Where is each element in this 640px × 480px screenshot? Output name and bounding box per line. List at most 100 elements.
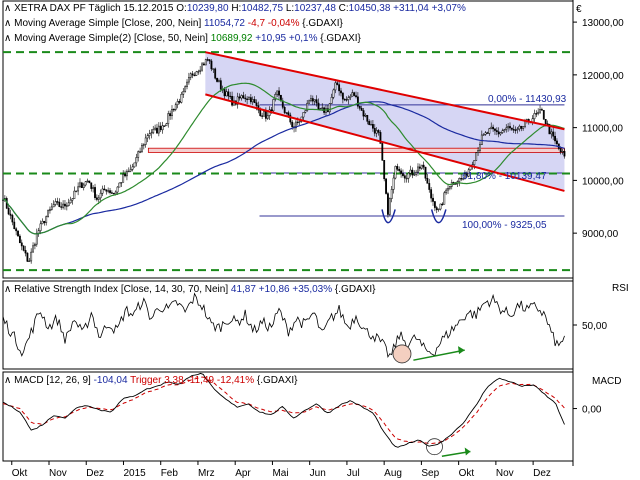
candle-body [167, 113, 170, 125]
candle-body [417, 166, 419, 173]
candle-body [439, 203, 442, 210]
x-month-label: Mai [272, 468, 288, 479]
candle-body [392, 177, 395, 190]
candle-body [246, 98, 249, 100]
candle-body [490, 126, 493, 129]
candle-body [62, 203, 65, 208]
candle-body [37, 230, 40, 234]
candle-body [385, 178, 387, 194]
candle-body [240, 95, 243, 99]
candle-body [302, 112, 305, 118]
rsi-arrow-head [458, 346, 465, 355]
candle-body [163, 125, 166, 127]
candle-body [148, 133, 151, 136]
macd-trigger-line [2, 376, 565, 445]
candle-body [26, 252, 29, 262]
candle-body [176, 101, 179, 105]
candle-body [387, 193, 389, 215]
candle-body [95, 197, 98, 200]
y-tick-label: 10000,00 [582, 176, 624, 187]
candle-body [32, 245, 34, 253]
close-value: 10450,38 [348, 3, 391, 14]
candle-body [510, 127, 513, 130]
candle-body [109, 190, 111, 193]
candle-body [165, 123, 168, 127]
candle-body [263, 111, 265, 117]
candle-body [75, 190, 78, 193]
trend-channel [205, 52, 565, 191]
candle-body [503, 129, 506, 131]
candle-body [137, 151, 140, 158]
candle-body [505, 127, 508, 130]
candle-body [321, 107, 324, 109]
candle-body [375, 130, 378, 134]
candle-body [315, 99, 318, 104]
rsi-line [2, 292, 565, 359]
candle-body [58, 201, 61, 207]
candle-body [126, 170, 128, 177]
candle-body [88, 180, 91, 184]
candle-body [144, 137, 147, 145]
candle-body [433, 201, 436, 208]
candle-body [550, 131, 553, 135]
candle-body [157, 125, 160, 134]
high-value: 10482,75 [241, 3, 284, 14]
candle-body [499, 132, 502, 135]
candle-body [112, 192, 115, 195]
candle-body [152, 128, 155, 134]
open-value: 10239,80 [186, 3, 229, 14]
candle-body [79, 182, 81, 188]
candle-body [394, 166, 397, 179]
bottom-arc-1 [381, 209, 396, 224]
fib-label-2: 100,00% - 9325,05 [462, 220, 547, 231]
y-tick-label: 9000,00 [582, 229, 619, 240]
candle-body [199, 69, 202, 72]
candle-body [430, 189, 433, 199]
candle-body [122, 174, 125, 183]
candle-body [465, 173, 468, 177]
candle-body [341, 92, 344, 100]
x-month-label: Apr [235, 468, 251, 479]
rsi-circle-marker [392, 344, 412, 364]
resistance-band [147, 147, 565, 153]
candle-body [486, 132, 489, 134]
candle-body [2, 199, 4, 201]
candle-body [45, 216, 48, 224]
candle-body [276, 90, 279, 95]
candle-body [426, 178, 429, 184]
candle-body [541, 109, 543, 111]
candle-body [479, 144, 481, 151]
candle-body [383, 160, 386, 180]
macd-circle-marker [426, 438, 443, 456]
candle-body [82, 184, 85, 188]
macd-line [2, 372, 565, 448]
candle-body [364, 115, 367, 117]
candle-body [561, 151, 564, 153]
y-tick-label: 12000,00 [582, 71, 624, 82]
x-month-label: Dez [533, 468, 551, 479]
candle-body [208, 59, 211, 62]
indicator-icon: ∧ [4, 284, 12, 295]
candle-body [355, 95, 357, 98]
candle-body [248, 97, 250, 100]
candle-body [424, 166, 427, 179]
candle-body [135, 157, 138, 164]
candle-body [17, 230, 19, 237]
candle-body [460, 178, 463, 180]
candle-body [99, 192, 102, 199]
candle-body [353, 92, 356, 96]
candle-body [368, 121, 371, 125]
candle-body [509, 126, 511, 129]
candle-body [64, 203, 66, 207]
x-month-label: Jul [347, 468, 360, 479]
candle-body [227, 91, 230, 97]
candle-body [124, 174, 126, 177]
candle-body [464, 173, 466, 179]
candle-body [47, 210, 49, 217]
x-month-label: Aug [384, 468, 402, 479]
candle-body [522, 126, 525, 129]
candle-body [159, 125, 162, 131]
candle-body [154, 127, 157, 130]
candle-body [296, 121, 299, 124]
candle-body [86, 180, 89, 182]
